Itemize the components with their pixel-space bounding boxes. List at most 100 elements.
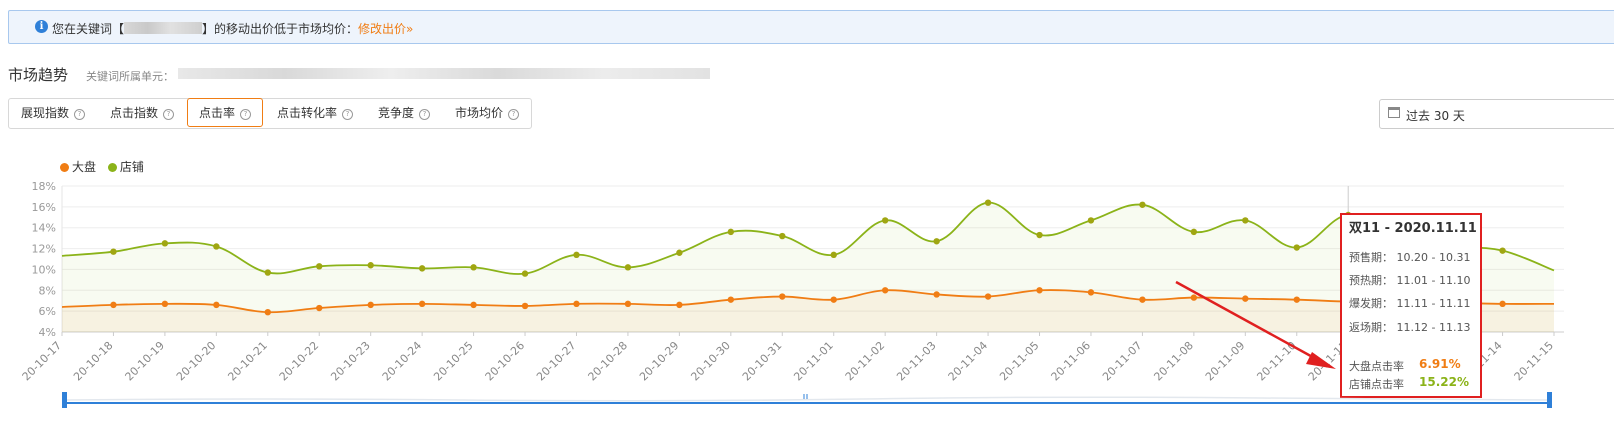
x-tick-label: 20-10-28 [586, 339, 631, 384]
tab-competition[interactable]: 竞争度? [378, 99, 431, 128]
help-icon[interactable]: ? [163, 109, 175, 120]
x-tick-label: 20-10-30 [688, 339, 733, 384]
data-point [470, 301, 477, 309]
legend-item-shop[interactable]: 店铺 [107, 160, 144, 174]
data-point [1293, 244, 1300, 251]
data-point [1499, 300, 1506, 308]
blurred-unit-name [178, 68, 710, 79]
annotation-arrow [1175, 280, 1319, 362]
y-tick-label: 12% [32, 243, 56, 256]
x-tick-label: 20-10-25 [431, 339, 476, 384]
tooltip-row: 爆发期： 11.11 - 11.11 [1349, 297, 1471, 310]
tab-market-avg-price[interactable]: 市场均价? [455, 99, 520, 128]
modify-bid-link[interactable]: 修改出价» [358, 22, 414, 36]
notice-text: 您在关键词【 】的移动出价低于市场均价：修改出价» [52, 20, 413, 37]
data-point [161, 300, 169, 308]
x-tick-label: 20-10-27 [534, 339, 579, 384]
tab-click-index[interactable]: 点击指数? [110, 99, 175, 128]
x-tick-label: 20-11-06 [1049, 339, 1094, 384]
data-point [316, 263, 323, 270]
data-point [264, 269, 271, 276]
x-tick-label: 20-11-09 [1203, 339, 1248, 384]
data-point [984, 293, 992, 300]
data-point [1242, 217, 1249, 224]
tab-label: 点击转化率 [277, 106, 338, 120]
x-tick-label: 20-10-24 [380, 339, 425, 384]
data-point [1190, 228, 1198, 236]
date-range-select[interactable]: 过去 30 天 [1379, 99, 1614, 129]
x-tick-label: 20-10-22 [277, 339, 322, 384]
x-tick-label: 20-11-08 [1151, 339, 1196, 384]
data-point [573, 251, 580, 259]
legend-item-market[interactable]: 大盘 [60, 160, 96, 174]
data-point [1087, 289, 1095, 296]
x-tick-label: 20-10-21 [225, 339, 270, 384]
tab-conversion-rate[interactable]: 点击转化率? [277, 99, 354, 128]
data-point [830, 251, 837, 259]
data-point [110, 301, 117, 309]
chart-tooltip: 双11 - 2020.11.11 预售期： 10.20 - 10.31 预热期：… [1340, 213, 1482, 398]
x-tick-label: 20-11-15 [1512, 339, 1557, 384]
tooltip-row: 返场期： 11.12 - 11.13 [1349, 321, 1471, 334]
tab-label: 竞争度 [378, 106, 415, 120]
x-tick-label: 20-10-18 [71, 339, 116, 384]
slider-handle-left[interactable] [62, 392, 67, 408]
tab-label: 市场均价 [455, 106, 504, 120]
data-point [1190, 294, 1198, 301]
data-point [881, 287, 889, 294]
x-tick-label: 20-11-01 [791, 339, 836, 384]
tooltip-series-value: 15.22% [1419, 375, 1469, 389]
data-point [1139, 296, 1146, 303]
legend-label: 大盘 [72, 160, 97, 174]
tab-label: 点击指数 [110, 106, 159, 120]
data-point [264, 308, 271, 316]
data-point [1087, 217, 1095, 224]
data-point [161, 240, 169, 247]
legend-dot-icon [107, 163, 117, 172]
x-tick-label: 20-11-02 [843, 339, 888, 384]
tooltip-series-value: 6.91% [1419, 357, 1461, 371]
notice-bar: i 您在关键词【 】的移动出价低于市场均价：修改出价» [8, 10, 1614, 44]
data-point [1036, 231, 1043, 239]
y-tick-label: 8% [39, 284, 56, 297]
data-point [830, 296, 837, 303]
tooltip-row: 预售期： 10.20 - 10.31 [1349, 251, 1471, 264]
page-title: 市场趋势 [8, 66, 69, 84]
help-icon[interactable]: ? [508, 109, 520, 120]
help-icon[interactable]: ? [74, 109, 86, 120]
data-point [933, 291, 940, 298]
tab-impression-index[interactable]: 展现指数? [21, 99, 86, 128]
help-icon[interactable]: ? [240, 109, 252, 120]
legend-dot-icon [60, 163, 69, 172]
legend-label: 店铺 [119, 160, 144, 174]
data-point [110, 248, 117, 255]
data-point [727, 296, 735, 303]
metric-tabs: 展现指数? 点击指数? 点击率? 点击转化率? 竞争度? 市场均价? [8, 98, 532, 129]
slider-handle-right[interactable] [1547, 392, 1552, 408]
help-icon[interactable]: ? [419, 109, 431, 120]
x-tick-label: 20-11-03 [894, 339, 939, 384]
data-point [1242, 295, 1249, 302]
tab-label: 展现指数 [21, 106, 70, 120]
series-area [62, 202, 1554, 332]
x-tick-label: 20-10-20 [174, 339, 219, 384]
x-tick-label: 20-11-05 [997, 339, 1042, 384]
data-point [521, 302, 529, 310]
data-zoom-slider[interactable] [62, 388, 1552, 408]
unit-label: 关键词所属单元： [86, 70, 174, 83]
data-point [1293, 296, 1300, 303]
tooltip-series-label: 店铺点击率 [1349, 378, 1404, 391]
help-icon[interactable]: ? [342, 109, 354, 120]
date-range-value: 过去 30 天 [1406, 109, 1465, 123]
tab-ctr[interactable]: 点击率? [187, 98, 263, 127]
x-tick-label: 20-11-04 [946, 339, 991, 384]
series-line [61, 289, 1555, 314]
chart-legend: 大盘 店铺 [60, 158, 152, 175]
x-tick-label: 20-10-17 [20, 339, 65, 384]
data-point [367, 262, 374, 269]
y-tick-label: 6% [39, 305, 56, 318]
info-icon: i [35, 20, 48, 33]
notice-text-before: 您在关键词【 [52, 22, 125, 36]
data-point [1036, 287, 1043, 294]
data-point [676, 249, 683, 256]
